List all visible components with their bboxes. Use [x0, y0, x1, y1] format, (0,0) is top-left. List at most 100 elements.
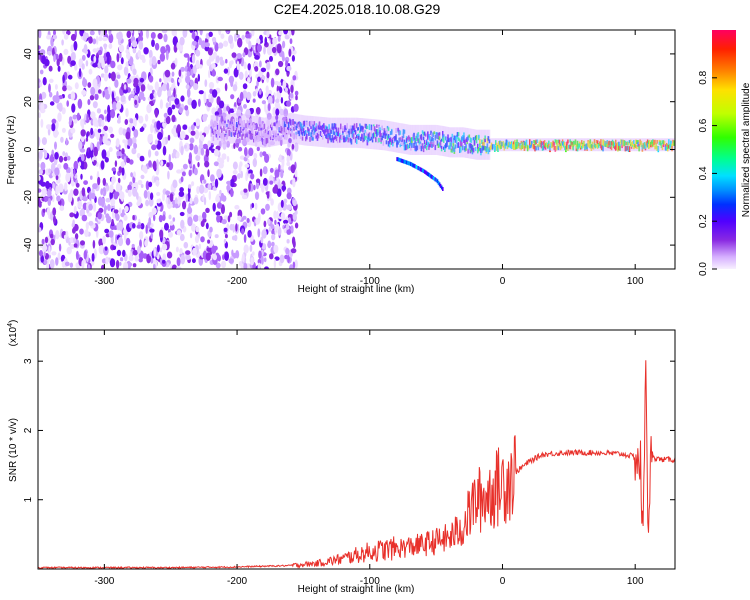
ridge-halo — [358, 117, 360, 148]
noise-cell — [116, 53, 120, 63]
noise-cell — [119, 261, 122, 266]
noise-cell — [43, 251, 46, 257]
ridge-cell — [216, 131, 219, 136]
ridge-halo — [597, 138, 599, 152]
ridge-cell — [417, 132, 420, 136]
ridge-cell — [332, 137, 335, 143]
noise-cell — [243, 61, 247, 70]
noise-cell — [148, 211, 153, 219]
ridge-cell — [237, 132, 239, 139]
ridge-halo — [339, 117, 341, 148]
branch-cell — [419, 167, 422, 172]
ridge-halo — [519, 138, 522, 152]
ridge-cell — [329, 128, 331, 134]
ridge-halo — [497, 138, 499, 152]
ridge-cell — [231, 131, 234, 136]
noise-cell — [218, 162, 224, 169]
noise-cell — [125, 61, 129, 68]
ridge-cell — [210, 132, 213, 137]
noise-cell — [193, 167, 198, 176]
noise-cell — [225, 30, 230, 33]
noise-cell — [176, 229, 182, 236]
noise-cell — [140, 174, 145, 180]
ridge-halo — [317, 116, 320, 147]
noise-cell — [241, 34, 245, 40]
ridge-halo — [443, 126, 445, 157]
y-tick-label: -40 — [23, 237, 34, 252]
colorbar-tick-label: 0.0 — [698, 262, 709, 276]
noise-cell — [172, 217, 176, 222]
noise-cell — [148, 75, 154, 83]
noise-cell — [207, 169, 210, 178]
ridge-halo — [526, 138, 529, 152]
ridge-cell — [447, 134, 449, 138]
noise-cell — [118, 166, 123, 174]
noise-cell — [65, 172, 71, 183]
noise-cell — [264, 36, 268, 46]
ridge-cell — [409, 143, 411, 147]
noise-cell — [53, 54, 56, 63]
noise-cell — [267, 95, 273, 105]
noise-cell — [117, 236, 124, 247]
ridge-halo — [330, 117, 333, 148]
ridge-halo — [430, 124, 432, 155]
ridge-cell — [377, 129, 379, 134]
ridge-cell — [480, 148, 482, 153]
noise-cell — [241, 253, 245, 263]
noise-cell — [223, 215, 229, 221]
noise-cell — [179, 233, 185, 242]
noise-cell — [164, 69, 171, 78]
noise-cell — [151, 89, 155, 95]
ridge-cell — [283, 126, 286, 133]
ridge-halo — [516, 138, 518, 152]
noise-cell — [227, 66, 230, 76]
ridge-cell — [283, 133, 286, 140]
ridge-halo — [229, 113, 232, 144]
ridge-halo — [342, 117, 344, 148]
noise-cell — [61, 39, 64, 46]
ridge-halo — [359, 118, 361, 149]
ridge-cell — [270, 124, 272, 129]
ridge-halo — [306, 115, 308, 146]
noise-cell — [39, 250, 43, 257]
noise-cell — [55, 174, 59, 181]
ridge-halo — [514, 138, 516, 152]
ridge-cell — [335, 127, 338, 133]
ridge-cell — [419, 143, 422, 149]
noise-cell — [108, 230, 114, 238]
ridge-cell — [295, 131, 298, 137]
ridge-halo — [316, 116, 319, 147]
ridge-halo — [305, 115, 307, 146]
noise-cell — [284, 254, 289, 260]
noise-cell — [265, 203, 270, 211]
ridge-cell — [314, 128, 317, 132]
ridge-cell — [538, 142, 541, 148]
ridge-cell — [389, 131, 392, 136]
y-tick-label: 1 — [23, 497, 34, 503]
ridge-cell — [488, 139, 491, 144]
noise-cell — [69, 244, 75, 249]
ridge-halo — [340, 117, 342, 148]
ridge-halo — [401, 123, 404, 154]
ridge-cell — [484, 146, 486, 151]
noise-cell — [269, 253, 274, 260]
ridge-cell — [256, 135, 258, 140]
ridge-halo — [450, 127, 453, 158]
ridge-cell — [305, 130, 307, 135]
ridge-cell — [536, 139, 539, 143]
noise-cell — [185, 108, 190, 117]
ridge-cell — [633, 144, 635, 150]
ridge-cell — [592, 145, 595, 150]
ridge-halo — [481, 129, 483, 160]
noise-cell — [168, 214, 172, 220]
noise-cell — [49, 155, 55, 163]
noise-cell — [195, 118, 201, 127]
noise-cell — [260, 236, 264, 244]
noise-cell — [162, 145, 167, 156]
ridge-halo — [421, 124, 424, 155]
ridge-cell — [585, 143, 587, 150]
ridge-halo — [469, 128, 472, 159]
noise-cell — [190, 68, 194, 76]
ridge-cell — [601, 145, 603, 150]
ridge-cell — [558, 144, 561, 148]
